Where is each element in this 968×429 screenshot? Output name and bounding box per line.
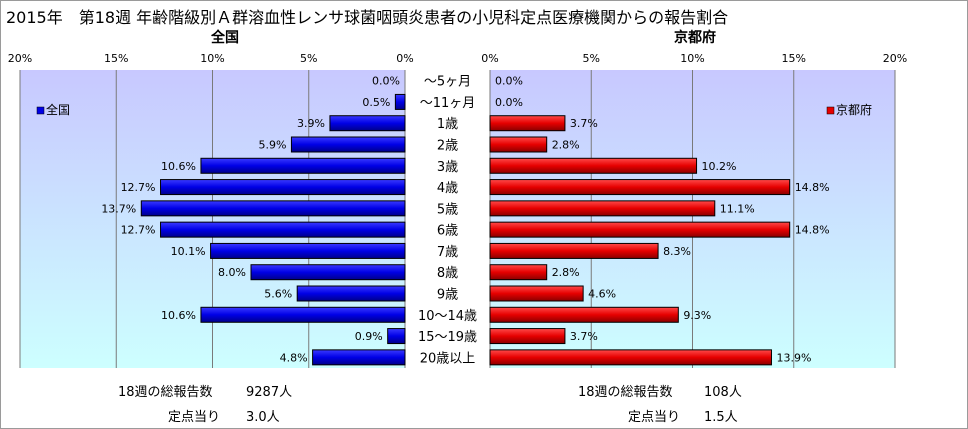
- kyoto-tick-label: 10%: [680, 52, 704, 65]
- kyoto-bar: [489, 136, 548, 153]
- kyoto-data-label: 10.2%: [702, 160, 737, 173]
- kyoto-panel-title: 京都府: [674, 30, 716, 46]
- national-bar: [387, 328, 406, 345]
- kyoto-tick-label: 15%: [782, 52, 806, 65]
- kyoto-total-value: 108人: [704, 385, 742, 400]
- national-bar: [200, 157, 406, 174]
- kyoto-data-label: 0.0%: [495, 96, 523, 109]
- national-bar: [210, 242, 406, 259]
- national-data-label: 10.1%: [171, 245, 206, 258]
- national-bar: [329, 115, 406, 132]
- national-tick-label: 5%: [300, 52, 317, 65]
- age-category-label: 10～14歳: [418, 309, 477, 324]
- national-data-label: 13.7%: [101, 202, 136, 215]
- age-category-label: 7歳: [437, 245, 458, 260]
- age-category-label: 3歳: [437, 160, 458, 175]
- kyoto-bar: [489, 179, 791, 196]
- age-category-label: 4歳: [437, 181, 458, 196]
- kyoto-per-site-label: 定点当り: [628, 410, 681, 425]
- national-total-label: 18週の総報告数: [118, 385, 213, 400]
- kyoto-total-label: 18週の総報告数: [578, 385, 673, 400]
- age-category-label: 15～19歳: [418, 330, 477, 345]
- kyoto-bar: [489, 306, 679, 323]
- kyoto-bar: [489, 285, 584, 302]
- kyoto-data-label: 2.8%: [552, 266, 580, 279]
- kyoto-bar: [489, 157, 698, 174]
- national-legend-swatch: [36, 106, 45, 115]
- kyoto-bar: [489, 264, 548, 281]
- national-total-value: 9287人: [246, 385, 293, 400]
- age-category-label: 8歳: [437, 266, 458, 281]
- kyoto-data-label: 9.3%: [683, 309, 711, 322]
- age-category-label: 6歳: [437, 224, 458, 239]
- national-bar: [394, 93, 406, 110]
- national-data-label: 10.6%: [161, 160, 196, 173]
- national-bar: [160, 179, 406, 196]
- national-bar: [140, 200, 406, 217]
- kyoto-bar: [489, 349, 772, 366]
- national-data-label: 10.6%: [161, 309, 196, 322]
- age-category-label: 2歳: [437, 139, 458, 154]
- kyoto-bar: [489, 328, 566, 345]
- national-data-label: 5.9%: [258, 139, 286, 152]
- national-bar: [250, 264, 406, 281]
- national-data-label: 8.0%: [218, 266, 246, 279]
- national-data-label: 3.9%: [297, 117, 325, 130]
- national-per-site-label: 定点当り: [168, 410, 221, 425]
- kyoto-bar: [489, 221, 791, 238]
- national-tick-label: 20%: [8, 52, 32, 65]
- kyoto-tick-label: 5%: [583, 52, 600, 65]
- age-category-label: 20歳以上: [420, 351, 476, 366]
- kyoto-data-label: 4.6%: [588, 288, 616, 301]
- national-tick-label: 15%: [104, 52, 128, 65]
- kyoto-data-label: 0.0%: [495, 75, 523, 88]
- kyoto-bar: [489, 115, 566, 132]
- national-data-label: 12.7%: [121, 224, 156, 237]
- national-bar: [160, 221, 406, 238]
- age-category-label: 5歳: [437, 202, 458, 217]
- kyoto-per-site-value: 1.5人: [704, 410, 738, 425]
- kyoto-tick-label: 20%: [883, 52, 907, 65]
- kyoto-data-label: 11.1%: [720, 202, 755, 215]
- national-legend-label: 全国: [46, 102, 70, 117]
- national-data-label: 4.8%: [280, 351, 308, 364]
- kyoto-data-label: 2.8%: [552, 139, 580, 152]
- national-per-site-value: 3.0人: [246, 410, 280, 425]
- kyoto-data-label: 14.8%: [795, 224, 830, 237]
- kyoto-data-label: 8.3%: [663, 245, 691, 258]
- kyoto-bar: [489, 200, 716, 217]
- kyoto-bar: [489, 242, 659, 259]
- age-category-label: ～11ヶ月: [420, 96, 476, 111]
- national-bar: [200, 306, 406, 323]
- national-bar: [296, 285, 406, 302]
- national-panel-title: 全国: [211, 30, 239, 46]
- kyoto-data-label: 3.7%: [570, 117, 598, 130]
- chart-title: 2015年 第18週 年齢階級別Ａ群溶血性レンサ球菌咽頭炎患者の小児科定点医療機…: [6, 8, 729, 27]
- age-category-label: 9歳: [437, 288, 458, 303]
- kyoto-legend-label: 京都府: [836, 102, 872, 117]
- age-category-label: ～5ヶ月: [424, 75, 471, 90]
- national-tick-label: 0%: [396, 52, 413, 65]
- age-category-label: 1歳: [437, 117, 458, 132]
- national-data-label: 0.9%: [355, 330, 383, 343]
- national-data-label: 0.0%: [372, 75, 400, 88]
- national-data-label: 0.5%: [362, 96, 390, 109]
- national-data-label: 12.7%: [121, 181, 156, 194]
- national-tick-label: 10%: [200, 52, 224, 65]
- kyoto-data-label: 14.8%: [795, 181, 830, 194]
- national-data-label: 5.6%: [264, 288, 292, 301]
- national-bar: [290, 136, 406, 153]
- kyoto-legend-swatch: [826, 106, 835, 115]
- kyoto-data-label: 3.7%: [570, 330, 598, 343]
- national-bar: [312, 349, 406, 366]
- kyoto-data-label: 13.9%: [776, 351, 811, 364]
- kyoto-tick-label: 0%: [481, 52, 498, 65]
